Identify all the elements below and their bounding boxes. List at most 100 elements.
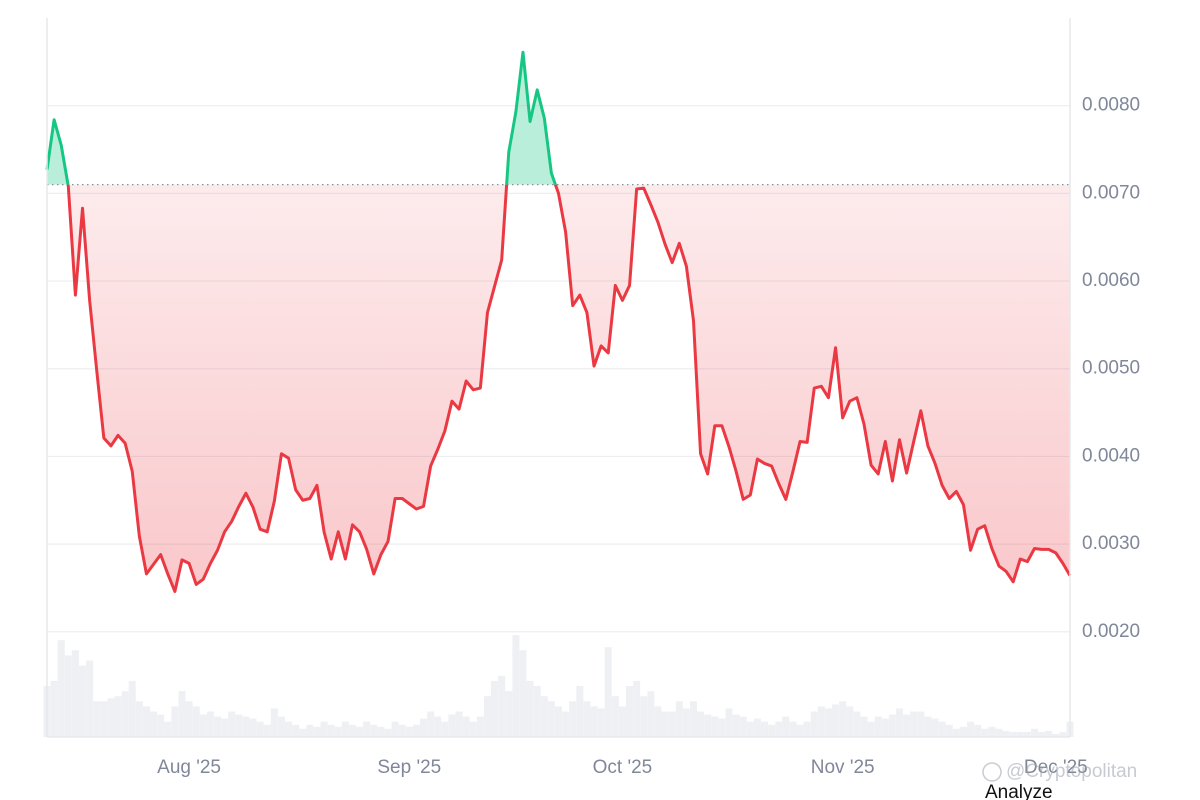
volume-bar: [1009, 731, 1017, 737]
volume-bar: [725, 708, 733, 737]
volume-bar: [306, 724, 314, 737]
volume-bar: [967, 721, 975, 737]
volume-bar: [540, 696, 548, 737]
volume-bar: [64, 655, 72, 737]
volume-bar: [292, 724, 300, 737]
volume-bar: [959, 726, 967, 737]
volume-bar: [789, 721, 797, 737]
volume-bar: [398, 724, 406, 737]
volume-bar: [150, 711, 158, 737]
watermark: @Cryptopolitan: [1006, 761, 1137, 782]
volume-bar: [846, 706, 854, 737]
y-tick-label: 0.0080: [1082, 95, 1140, 116]
x-tick-label: Sep '25: [377, 757, 441, 778]
watermark-group: @Cryptopolitan: [982, 761, 1137, 782]
volume-bar: [412, 724, 420, 737]
volume-bar: [178, 691, 186, 737]
volume-bar: [505, 691, 513, 737]
volume-bar: [753, 718, 761, 737]
volume-bar: [405, 726, 413, 737]
volume-bar: [377, 726, 385, 737]
volume-bar: [57, 640, 65, 737]
volume-bar: [611, 696, 619, 737]
volume-bar: [434, 716, 442, 737]
volume-bar: [810, 711, 818, 737]
volume-bar: [93, 701, 101, 737]
volume-bar: [576, 686, 584, 737]
volume-bar: [370, 724, 378, 737]
volume-bar: [547, 701, 555, 737]
volume-bar: [320, 721, 328, 737]
x-tick-label: Nov '25: [811, 757, 875, 778]
volume-bar: [526, 680, 534, 737]
volume-bar: [1059, 731, 1067, 737]
volume-bar: [569, 701, 577, 737]
volume-bar: [803, 721, 811, 737]
volume-bar: [469, 721, 477, 737]
volume-bar: [654, 706, 662, 737]
volume-bar: [888, 714, 896, 737]
y-tick-label: 0.0060: [1082, 270, 1140, 291]
volume-bar: [476, 716, 484, 737]
volume-bar: [121, 691, 129, 737]
volume-bar: [768, 724, 776, 737]
volume-bar: [689, 701, 697, 737]
volume-bar: [917, 711, 925, 737]
volume-bar: [952, 728, 960, 737]
volume-bar: [796, 724, 804, 737]
volume-bar: [498, 675, 506, 737]
volume-bar: [867, 721, 875, 737]
volume-bar: [896, 708, 903, 737]
volume-bar: [242, 716, 250, 737]
volume-bar: [739, 716, 747, 737]
volume-bar: [988, 726, 996, 737]
volume-bar: [590, 706, 598, 737]
volume-bar: [1030, 728, 1038, 737]
volume-bar: [157, 714, 165, 737]
volume-bar: [718, 718, 726, 737]
volume-bar: [974, 724, 982, 737]
volume-bar: [817, 706, 825, 737]
volume-bar: [618, 706, 626, 737]
volume-bar: [285, 721, 293, 737]
volume-bar: [512, 635, 520, 737]
volume-bar: [860, 716, 868, 737]
volume-bar: [881, 718, 889, 737]
volume-bar: [697, 711, 705, 737]
volume-bar: [1016, 731, 1024, 737]
volume-bar: [100, 701, 108, 737]
volume-bar: [270, 708, 278, 737]
x-tick-label: Dec '25: [1024, 757, 1088, 778]
volume-bar: [832, 704, 840, 737]
volume-bar: [356, 726, 364, 737]
volume-bar: [668, 711, 676, 737]
volume-bar: [462, 716, 470, 737]
volume-bar: [455, 711, 463, 737]
volume-bar: [853, 711, 861, 737]
volume-bar: [1002, 730, 1010, 737]
volume-bar: [79, 665, 87, 737]
volume-bar: [363, 721, 371, 737]
analyze-button[interactable]: Analyze: [985, 782, 1053, 800]
volume-bar: [483, 696, 491, 737]
volume-bar: [874, 716, 882, 737]
volume-bar: [995, 728, 1003, 737]
volume-bar: [704, 714, 712, 737]
y-tick-label: 0.0030: [1082, 533, 1140, 554]
area-below: [47, 184, 1070, 592]
volume-bar: [185, 701, 193, 737]
volume-bar: [945, 724, 953, 737]
x-tick-label: Oct '25: [593, 757, 653, 778]
volume-bar: [348, 724, 356, 737]
volume-bar: [782, 716, 790, 737]
y-tick-label: 0.0020: [1082, 621, 1140, 642]
volume-bar: [924, 716, 932, 737]
volume-bar: [86, 660, 94, 737]
volume-bar: [903, 714, 911, 737]
volume-bar: [341, 721, 349, 737]
volume-bar: [746, 721, 754, 737]
volume-bar: [661, 711, 669, 737]
volume-bar: [491, 680, 499, 737]
volume-bar: [824, 708, 832, 737]
